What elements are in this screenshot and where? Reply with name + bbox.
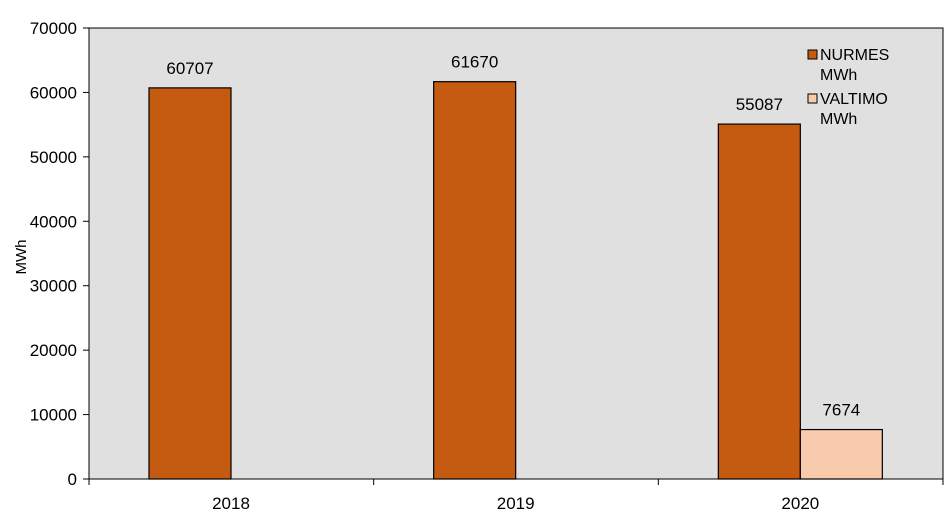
x-tick-label: 2019 xyxy=(497,494,535,513)
data-label: 61670 xyxy=(451,53,498,72)
y-tick-label: 40000 xyxy=(30,212,77,231)
y-tick-label: 70000 xyxy=(30,19,77,38)
legend-swatch xyxy=(807,93,818,104)
data-label: 60707 xyxy=(166,59,213,78)
y-tick-label: 0 xyxy=(68,470,77,489)
y-tick-label: 30000 xyxy=(30,277,77,296)
bar-nurmes-2018 xyxy=(148,87,232,480)
legend-label: MWh xyxy=(820,67,857,84)
y-tick-label: 60000 xyxy=(30,83,77,102)
y-tick-label: 10000 xyxy=(30,406,77,425)
legend-label: NURMES xyxy=(820,47,889,64)
bar-valtimo-2020 xyxy=(799,428,883,480)
y-tick-label: 50000 xyxy=(30,148,77,167)
x-tick-label: 2020 xyxy=(781,494,819,513)
data-label: 7674 xyxy=(822,401,860,420)
data-label: 55087 xyxy=(736,95,783,114)
y-axis-title: MWh xyxy=(13,240,30,275)
legend-label: MWh xyxy=(820,111,857,128)
legend-swatch xyxy=(807,49,818,60)
bar-nurmes-2019 xyxy=(433,81,517,480)
legend-label: VALTIMO xyxy=(820,91,888,108)
y-tick-label: 20000 xyxy=(30,341,77,360)
bar-nurmes-2020 xyxy=(717,123,801,480)
x-tick-label: 2018 xyxy=(212,494,250,513)
